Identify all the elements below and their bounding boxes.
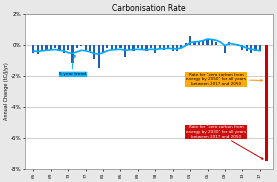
- Bar: [254, 45, 257, 51]
- Bar: [102, 45, 104, 53]
- Bar: [224, 45, 226, 53]
- Bar: [145, 45, 148, 51]
- Bar: [154, 45, 156, 53]
- Bar: [32, 45, 34, 53]
- Bar: [259, 45, 261, 51]
- Bar: [37, 45, 39, 54]
- Bar: [185, 43, 187, 45]
- Bar: [115, 45, 117, 50]
- Bar: [167, 45, 170, 48]
- Bar: [41, 45, 43, 50]
- Bar: [158, 45, 161, 48]
- Bar: [63, 45, 65, 53]
- Bar: [198, 42, 200, 45]
- Bar: [124, 45, 126, 57]
- Bar: [67, 45, 69, 50]
- Bar: [50, 45, 52, 50]
- Bar: [119, 45, 122, 48]
- Bar: [228, 42, 230, 45]
- Bar: [202, 40, 204, 45]
- Bar: [250, 45, 252, 53]
- Bar: [106, 45, 109, 48]
- Y-axis label: Annual Change (tC/J/yr): Annual Change (tC/J/yr): [4, 62, 9, 120]
- Bar: [246, 45, 248, 51]
- Bar: [206, 39, 209, 45]
- Title: Carbonisation Rate: Carbonisation Rate: [112, 4, 186, 13]
- Bar: [150, 45, 152, 48]
- Text: Rate for "zero carbon from
energy by 2030" for all years
between 2017 and 2050: Rate for "zero carbon from energy by 203…: [186, 125, 263, 159]
- Bar: [89, 45, 91, 51]
- Bar: [265, 45, 268, 80]
- Bar: [265, 45, 268, 161]
- Bar: [128, 45, 130, 50]
- Bar: [80, 45, 82, 46]
- Bar: [111, 45, 113, 50]
- Bar: [172, 45, 174, 51]
- Bar: [45, 45, 48, 51]
- Bar: [98, 45, 100, 68]
- Bar: [137, 45, 139, 48]
- Bar: [176, 45, 178, 51]
- Bar: [84, 45, 87, 50]
- Bar: [58, 45, 61, 51]
- Bar: [93, 45, 95, 59]
- Bar: [132, 45, 135, 51]
- Bar: [76, 45, 78, 48]
- Bar: [189, 36, 191, 45]
- Bar: [241, 45, 243, 50]
- Bar: [141, 45, 143, 50]
- Bar: [237, 45, 239, 46]
- Bar: [180, 45, 183, 48]
- Bar: [163, 45, 165, 50]
- Bar: [71, 45, 74, 64]
- Bar: [211, 40, 213, 45]
- Bar: [193, 42, 196, 45]
- Bar: [215, 42, 217, 45]
- Text: 5 year trend: 5 year trend: [60, 55, 87, 76]
- Bar: [54, 45, 56, 48]
- Text: Rate for "zero carbon from
energy by 2050" for all years
between 2017 and 2050: Rate for "zero carbon from energy by 205…: [186, 73, 262, 86]
